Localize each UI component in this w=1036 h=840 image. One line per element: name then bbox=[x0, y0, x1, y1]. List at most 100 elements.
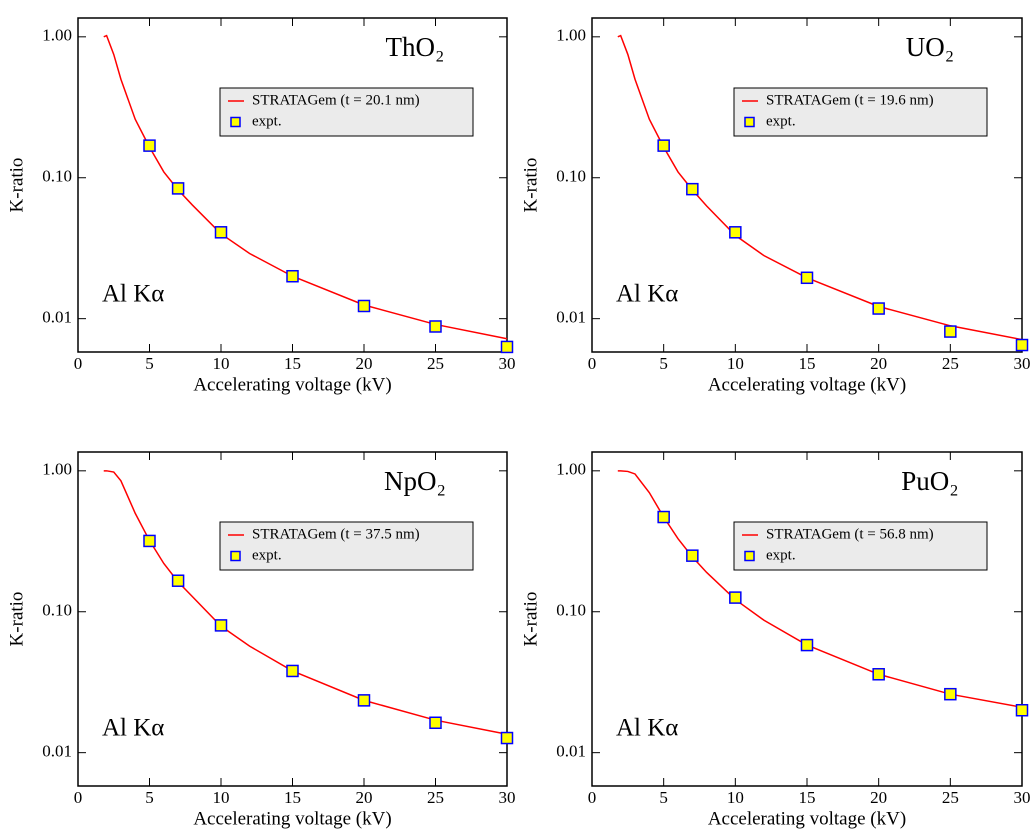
x-tick-label: 20 bbox=[870, 354, 887, 373]
legend-label: expt. bbox=[766, 547, 796, 563]
x-tick-label: 15 bbox=[799, 354, 816, 373]
y-axis-label: K-ratio bbox=[6, 592, 27, 647]
panel: 0 5 10 15 20 25 30 0.01 0.10 1.00 Accelerating vol… bbox=[6, 451, 516, 829]
data-point bbox=[686, 549, 699, 562]
panel-title: ThO₂ bbox=[386, 32, 445, 62]
panel: 0 5 10 15 20 25 30 0.01 0.10 1.00 Accelerating vol… bbox=[6, 17, 516, 395]
data-point bbox=[686, 182, 699, 196]
x-tick-label: 15 bbox=[284, 354, 301, 373]
x-tick-label: 0 bbox=[74, 788, 83, 807]
data-point bbox=[143, 139, 156, 152]
x-tick-label: 5 bbox=[659, 354, 668, 373]
x-tick-label: 20 bbox=[870, 788, 887, 807]
legend-box bbox=[219, 87, 474, 137]
y-tick-label: 0.01 bbox=[42, 308, 72, 327]
x-tick-label: 10 bbox=[727, 354, 744, 373]
x-tick-label: 5 bbox=[659, 788, 668, 807]
data-point bbox=[729, 226, 742, 239]
x-tick-label: 0 bbox=[588, 788, 597, 807]
panel-title: UO₂ bbox=[906, 32, 954, 62]
data-point bbox=[171, 182, 185, 195]
legend-label: expt. bbox=[252, 113, 282, 129]
data-point bbox=[729, 591, 742, 604]
panel-title: PuO₂ bbox=[901, 466, 958, 496]
legend-box bbox=[733, 521, 988, 571]
x-axis-label: Accelerating voltage (kV) bbox=[193, 808, 391, 829]
y-tick-label: 1.00 bbox=[556, 460, 586, 479]
y-tick-label: 1.00 bbox=[42, 460, 72, 479]
legend-swatch bbox=[744, 116, 755, 128]
legend-swatch bbox=[230, 550, 241, 562]
x-tick-label: 5 bbox=[145, 354, 154, 373]
y-tick-label: 0.10 bbox=[556, 601, 586, 620]
model-curve bbox=[103, 470, 508, 736]
x-tick-label: 30 bbox=[1014, 354, 1031, 373]
x-tick-label: 25 bbox=[427, 788, 444, 807]
data-point bbox=[429, 716, 442, 730]
annotation: Al Kα bbox=[102, 281, 164, 308]
panel: 0 5 10 15 20 25 30 0.01 0.10 1.00 Accelerating vol… bbox=[520, 17, 1031, 395]
x-tick-label: 25 bbox=[942, 788, 959, 807]
model-curve bbox=[617, 34, 1023, 341]
legend-label: STRATAGem (t = 19.6 nm) bbox=[766, 92, 934, 108]
x-tick-label: 25 bbox=[942, 354, 959, 373]
data-point bbox=[357, 694, 371, 707]
data-point bbox=[872, 668, 885, 681]
data-point bbox=[657, 139, 670, 152]
legend-label: expt. bbox=[252, 547, 282, 563]
data-point bbox=[171, 574, 185, 587]
y-tick-label: 0.10 bbox=[42, 167, 72, 186]
y-tick-label: 0.01 bbox=[556, 308, 586, 327]
x-tick-label: 10 bbox=[213, 788, 230, 807]
x-axis-label: Accelerating voltage (kV) bbox=[708, 374, 906, 395]
data-point bbox=[657, 510, 670, 524]
data-point bbox=[143, 534, 156, 548]
annotation: Al Kα bbox=[102, 715, 164, 742]
data-point bbox=[286, 269, 299, 283]
data-point bbox=[500, 340, 514, 354]
y-axis-label: K-ratio bbox=[520, 592, 541, 647]
x-axis-label: Accelerating voltage (kV) bbox=[193, 374, 391, 395]
data-point bbox=[944, 325, 957, 338]
x-tick-label: 10 bbox=[727, 788, 744, 807]
legend-box bbox=[219, 521, 474, 571]
panel-title: NpO₂ bbox=[384, 466, 446, 496]
data-point bbox=[214, 619, 228, 632]
data-point bbox=[800, 638, 814, 652]
data-point bbox=[429, 320, 442, 333]
data-point bbox=[944, 687, 957, 701]
model-curve bbox=[617, 470, 1023, 708]
data-point bbox=[1015, 703, 1029, 717]
x-tick-label: 30 bbox=[499, 788, 516, 807]
y-tick-label: 1.00 bbox=[556, 26, 586, 45]
y-tick-label: 0.10 bbox=[42, 601, 72, 620]
data-point bbox=[872, 302, 885, 315]
y-tick-label: 0.01 bbox=[42, 742, 72, 761]
panel: 0 5 10 15 20 25 30 0.01 0.10 1.00 Accelerating vol… bbox=[520, 451, 1031, 829]
data-point bbox=[1015, 338, 1029, 352]
x-tick-label: 15 bbox=[799, 788, 816, 807]
y-tick-label: 0.10 bbox=[556, 167, 586, 186]
y-axis-label: K-ratio bbox=[6, 158, 27, 213]
legend-label: expt. bbox=[766, 113, 796, 129]
data-point bbox=[286, 664, 299, 678]
x-tick-label: 15 bbox=[284, 788, 301, 807]
y-axis-label: K-ratio bbox=[520, 158, 541, 213]
data-point bbox=[357, 299, 371, 313]
x-tick-label: 25 bbox=[427, 354, 444, 373]
legend-label: STRATAGem (t = 56.8 nm) bbox=[766, 526, 934, 542]
legend-swatch bbox=[744, 550, 755, 562]
x-tick-label: 5 bbox=[145, 788, 154, 807]
data-point bbox=[500, 731, 514, 745]
legend-box bbox=[733, 87, 988, 137]
x-axis-label: Accelerating voltage (kV) bbox=[708, 808, 906, 829]
annotation: Al Kα bbox=[616, 281, 678, 308]
data-point bbox=[214, 226, 228, 239]
legend-label: STRATAGem (t = 20.1 nm) bbox=[252, 92, 420, 108]
x-tick-label: 0 bbox=[588, 354, 597, 373]
x-tick-label: 20 bbox=[356, 788, 373, 807]
data-point bbox=[800, 271, 814, 285]
legend-swatch bbox=[230, 116, 241, 128]
x-tick-label: 0 bbox=[74, 354, 83, 373]
